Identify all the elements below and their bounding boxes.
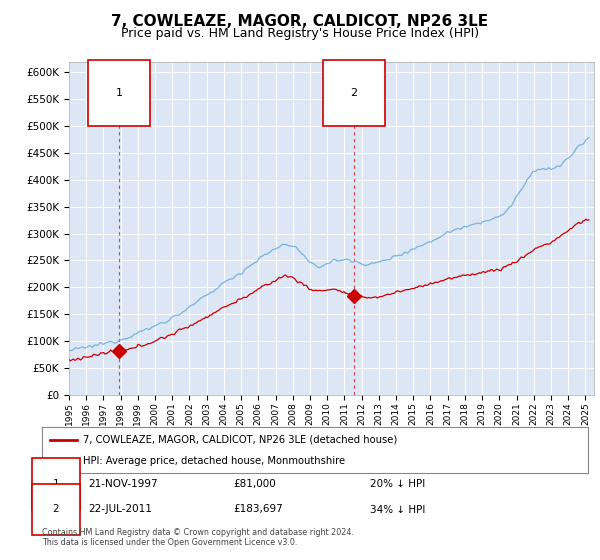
Text: 7, COWLEAZE, MAGOR, CALDICOT, NP26 3LE: 7, COWLEAZE, MAGOR, CALDICOT, NP26 3LE	[112, 14, 488, 29]
Text: 22-JUL-2011: 22-JUL-2011	[88, 505, 152, 515]
Text: £183,697: £183,697	[233, 505, 283, 515]
Text: 7, COWLEAZE, MAGOR, CALDICOT, NP26 3LE (detached house): 7, COWLEAZE, MAGOR, CALDICOT, NP26 3LE (…	[83, 435, 397, 445]
Text: 1: 1	[52, 479, 59, 489]
Text: 2: 2	[350, 88, 358, 98]
Text: 2: 2	[52, 505, 59, 515]
Text: 1: 1	[115, 88, 122, 98]
Text: 20% ↓ HPI: 20% ↓ HPI	[370, 479, 425, 489]
Text: Contains HM Land Registry data © Crown copyright and database right 2024.
This d: Contains HM Land Registry data © Crown c…	[42, 528, 354, 547]
Text: 21-NOV-1997: 21-NOV-1997	[88, 479, 158, 489]
Text: 34% ↓ HPI: 34% ↓ HPI	[370, 505, 425, 515]
Text: £81,000: £81,000	[233, 479, 276, 489]
Text: Price paid vs. HM Land Registry's House Price Index (HPI): Price paid vs. HM Land Registry's House …	[121, 27, 479, 40]
Text: HPI: Average price, detached house, Monmouthshire: HPI: Average price, detached house, Monm…	[83, 456, 345, 466]
